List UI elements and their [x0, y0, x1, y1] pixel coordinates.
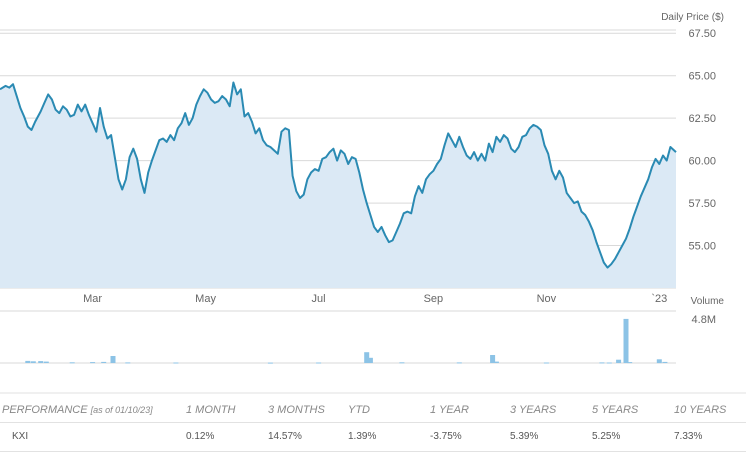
volume-bar: [110, 356, 116, 363]
volume-bar: [606, 362, 612, 364]
volume-bar: [364, 352, 370, 363]
volume-bar: [656, 359, 662, 364]
y-tick-label: 62.50: [688, 113, 716, 125]
performance-label: PERFORMANCE: [2, 404, 88, 416]
y-axis-title: Daily Price ($): [661, 12, 724, 23]
value-10-years: 7.33%: [674, 431, 703, 442]
price-volume-chart: 67.50 65.00 62.50 60.00 57.50 55.00 Mar May Jul…: [0, 12, 746, 394]
volume-max-label: 4.8M: [692, 314, 716, 326]
volume-bar: [456, 362, 462, 364]
volume-bar: [25, 360, 31, 363]
y-tick-label: 65.00: [688, 71, 716, 83]
y-tick-label: 67.50: [688, 28, 716, 40]
volume-bar: [616, 359, 622, 363]
volume-bar: [69, 362, 75, 364]
volume-bar: [90, 362, 96, 364]
period-3-years: 3 YEARS: [510, 404, 557, 416]
performance-title: PERFORMANCE [as of 01/10/23]: [2, 404, 153, 416]
volume-bar: [662, 361, 668, 363]
volume-bar: [623, 318, 629, 363]
x-tick-label: Nov: [537, 293, 557, 305]
y-tick-label: 55.00: [688, 241, 716, 253]
y-tick-label: 60.00: [688, 156, 716, 168]
volume-bar: [490, 355, 496, 363]
x-tick-label: Mar: [83, 293, 102, 305]
volume-bar: [627, 362, 633, 364]
as-of-date: [as of 01/10/23]: [90, 405, 153, 415]
x-tick-label: Jul: [312, 293, 326, 305]
volume-bar: [599, 362, 605, 364]
period-1-year: 1 YEAR: [430, 404, 469, 416]
volume-bar: [399, 362, 405, 364]
period-5-years: 5 YEARS: [592, 404, 639, 416]
price-line: [0, 81, 677, 269]
value-3-years: 5.39%: [510, 431, 539, 442]
value-ytd: 1.39%: [348, 431, 377, 442]
x-axis-ticks: Mar May Jul Sep Nov `23: [83, 293, 667, 305]
volume-bar: [43, 361, 49, 363]
volume-bar: [316, 362, 322, 364]
volume-bar: [125, 362, 131, 364]
x-tick-label: `23: [651, 293, 667, 305]
volume-bar: [173, 362, 179, 364]
volume-bar: [267, 362, 273, 364]
value-3-months: 14.57%: [268, 431, 302, 442]
volume-bar: [30, 361, 36, 363]
period-10-years: 10 YEARS: [674, 404, 727, 416]
y-axis-ticks: 67.50 65.00 62.50 60.00 57.50 55.00: [688, 28, 716, 252]
volume-bar: [38, 361, 44, 363]
period-1-month: 1 MONTH: [186, 404, 236, 416]
x-tick-label: May: [195, 293, 216, 305]
performance-header-row: PERFORMANCE [as of 01/10/23] 1 MONTH 3 M…: [0, 398, 746, 422]
value-1-year: -3.75%: [430, 431, 462, 442]
volume-bar: [493, 361, 499, 363]
volume-bar: [543, 362, 549, 364]
x-tick-label: Sep: [424, 293, 444, 305]
performance-table: PERFORMANCE [as of 01/10/23] 1 MONTH 3 M…: [0, 398, 746, 449]
price-area-fill: [0, 82, 676, 288]
volume-bar: [367, 357, 373, 363]
volume-bar: [101, 361, 107, 363]
y-tick-label: 57.50: [688, 198, 716, 210]
table-row: KXI 0.12% 14.57% 1.39% -3.75% 5.39% 5.25…: [0, 422, 746, 449]
volume-axis-title: Volume: [691, 296, 725, 307]
value-5-years: 5.25%: [592, 431, 621, 442]
volume-bars: [25, 318, 668, 364]
period-ytd: YTD: [348, 404, 370, 416]
ticker-cell: KXI: [12, 431, 29, 442]
value-1-month: 0.12%: [186, 431, 215, 442]
period-3-months: 3 MONTHS: [268, 404, 325, 416]
